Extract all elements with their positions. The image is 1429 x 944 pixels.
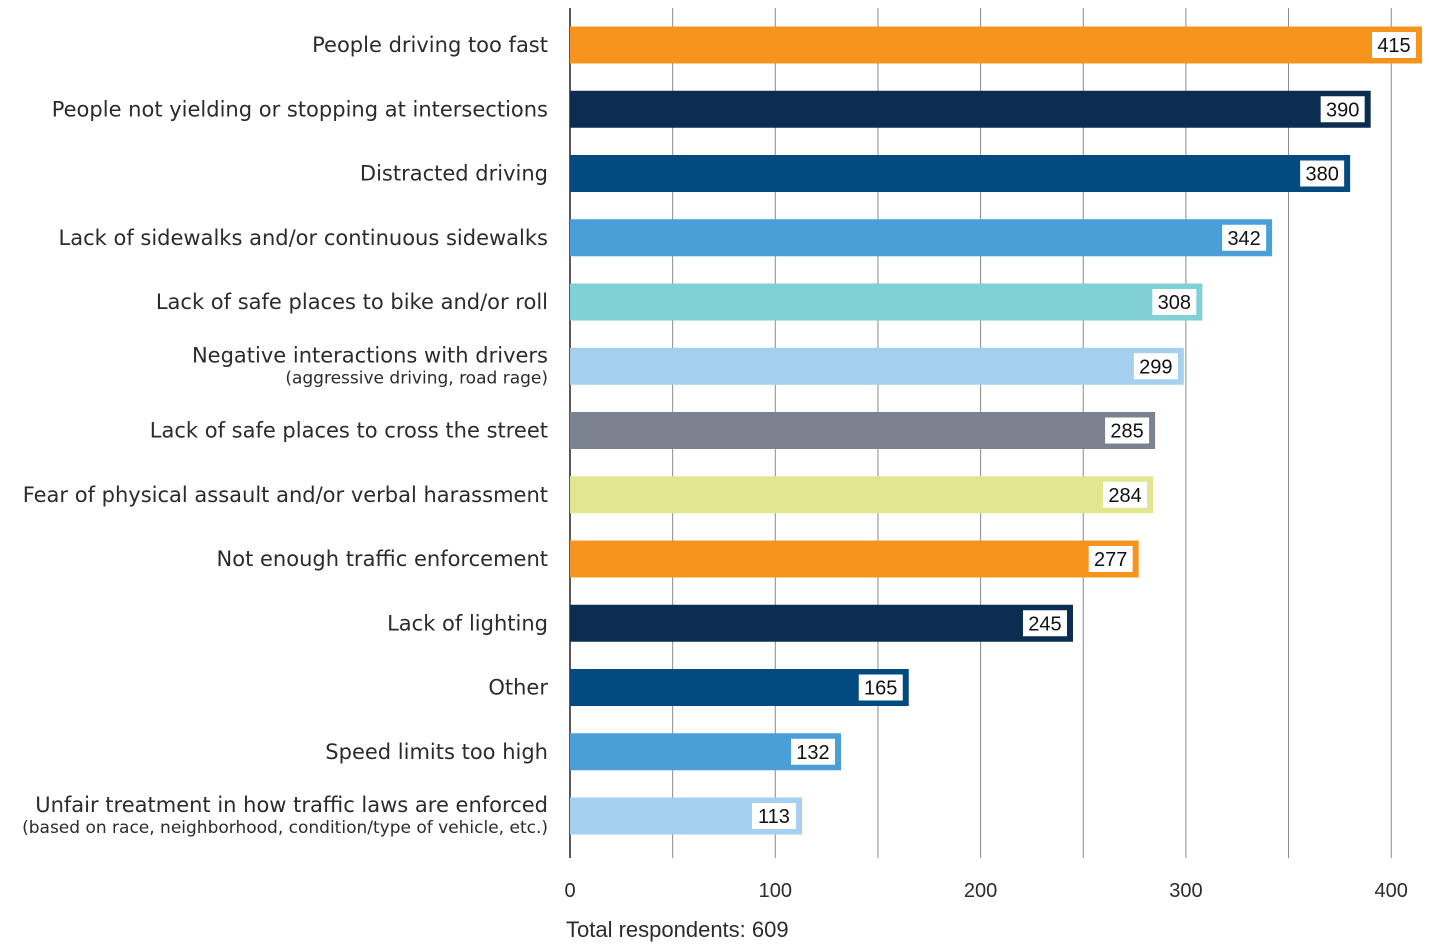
category-label: Lack of safe places to cross the street	[150, 419, 548, 443]
bar-11	[570, 669, 909, 706]
value-label-box	[1088, 546, 1133, 572]
value-label-box	[1103, 481, 1148, 508]
category-label: Distracted driving	[360, 162, 548, 186]
bar-2	[570, 90, 1371, 128]
bar-6	[570, 347, 1184, 385]
value-label: 284	[1108, 485, 1141, 507]
category-label: Other	[488, 676, 548, 700]
value-label-box	[790, 738, 835, 765]
x-tick-label: 300	[1169, 880, 1202, 902]
category-note: (based on race, neighborhood, condition/…	[22, 818, 548, 838]
x-tick-label: 100	[759, 880, 792, 902]
value-label: 308	[1158, 292, 1191, 314]
category-note: (aggressive driving, road rage)	[285, 368, 548, 388]
value-label-box	[1222, 224, 1267, 251]
value-label-box	[1320, 96, 1365, 123]
value-label-box	[1372, 32, 1416, 58]
value-label: 245	[1028, 613, 1061, 635]
bar-8	[570, 476, 1154, 514]
value-label-box	[1105, 417, 1150, 444]
value-label: 380	[1305, 164, 1338, 186]
x-tick-label: 200	[964, 880, 997, 902]
bar-7	[570, 412, 1156, 449]
x-tick-label: 400	[1375, 880, 1408, 902]
category-label: Unfair treatment in how traffic laws are…	[35, 793, 548, 817]
bar-5	[570, 283, 1203, 321]
value-label: 277	[1094, 549, 1127, 571]
value-label: 132	[796, 742, 829, 764]
category-label: Not enough traffic enforcement	[217, 547, 548, 571]
value-label-box	[858, 674, 903, 701]
value-label: 113	[758, 806, 790, 828]
value-label-box	[1300, 160, 1345, 187]
bar-10	[570, 604, 1073, 642]
value-label: 299	[1139, 356, 1172, 378]
category-label: Lack of lighting	[387, 611, 548, 635]
total-respondents-note: Total respondents: 609	[566, 917, 789, 942]
category-labels: People driving too fast People not yieldi…	[22, 33, 548, 838]
x-axis-tick-labels: 0 100 200 300 400	[564, 880, 1407, 902]
x-tick-label: 0	[564, 880, 575, 902]
category-label: Negative interactions with drivers	[192, 343, 548, 367]
value-label-box	[1022, 610, 1067, 637]
value-label-box	[751, 803, 796, 829]
value-label-box	[1133, 353, 1178, 380]
category-label: Lack of safe places to bike and/or roll	[156, 290, 548, 314]
category-label: People not yielding or stopping at inter…	[52, 97, 548, 121]
category-label: Fear of physical assault and/or verbal h…	[23, 483, 548, 507]
value-label: 285	[1110, 421, 1143, 443]
bar-4	[570, 219, 1273, 257]
category-label: People driving too fast	[312, 33, 548, 57]
bar-3	[570, 155, 1351, 192]
bar-1	[570, 26, 1422, 64]
value-label: 342	[1227, 228, 1260, 250]
bars: 415 390 380 342 308 299 285 284 277 245 165 132 113	[570, 26, 1422, 835]
bar-9	[570, 540, 1139, 578]
value-label: 415	[1377, 35, 1410, 57]
value-label-box	[1152, 289, 1197, 315]
category-label: Speed limits too high	[325, 740, 548, 764]
value-label: 165	[864, 678, 897, 700]
value-label: 390	[1326, 99, 1359, 121]
category-label: Lack of sidewalks and/or continuous side…	[59, 226, 548, 250]
